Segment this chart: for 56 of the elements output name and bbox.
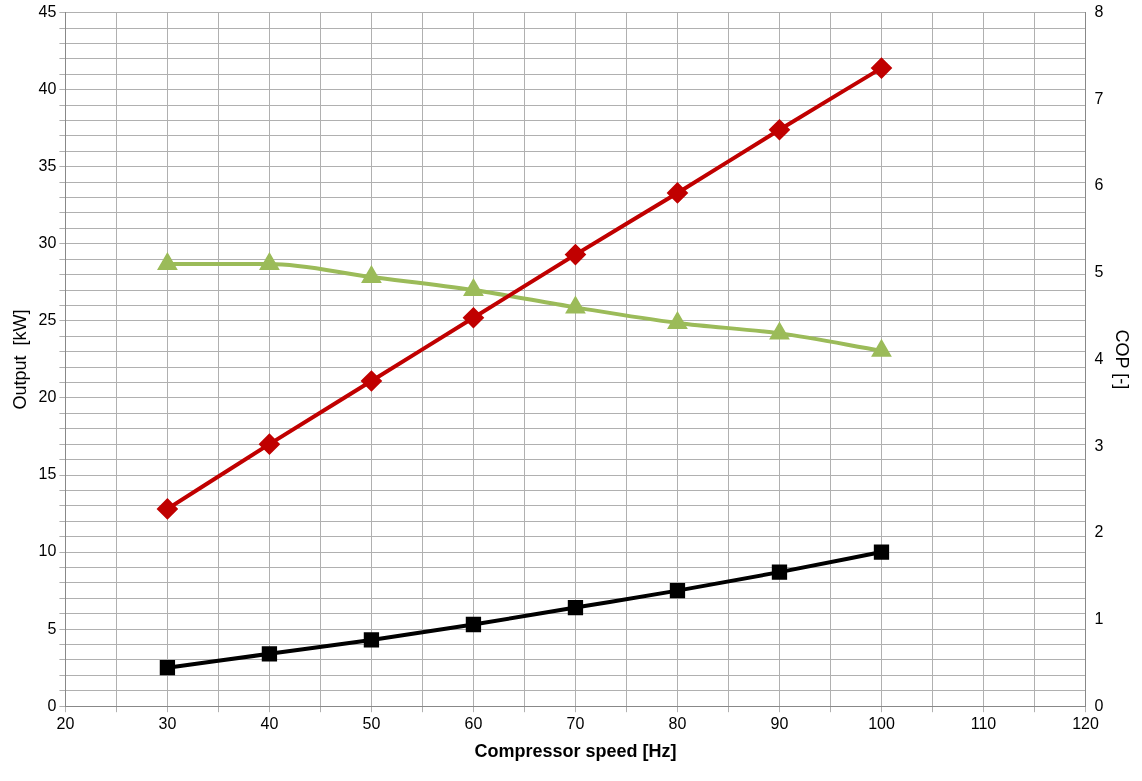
y2-tick-label: 1: [1094, 609, 1104, 627]
point: [770, 323, 789, 340]
x-tick-label: 90: [770, 715, 789, 733]
y2-tick-label: 6: [1094, 176, 1104, 194]
y-tick-label: 45: [38, 3, 57, 21]
point: [565, 244, 586, 265]
y-tick-label: 10: [38, 542, 57, 560]
x-tick-label: 110: [970, 715, 997, 733]
y-tick-label: 35: [38, 157, 57, 175]
y2-axis-title: COP [-]: [1112, 329, 1133, 390]
y2-tick-label: 5: [1094, 263, 1104, 281]
x-tick-label: 40: [260, 715, 279, 733]
point: [362, 267, 381, 284]
x-tick-label: 70: [566, 715, 585, 733]
point: [363, 632, 380, 648]
point: [159, 660, 176, 676]
y2-tick-label: 4: [1094, 349, 1104, 367]
x-tick-label: 100: [868, 715, 895, 733]
y-tick-label: 30: [38, 234, 57, 252]
x-tick-label: 30: [158, 715, 177, 733]
point: [872, 340, 891, 357]
y-axis-title: Output [kW]: [9, 309, 30, 410]
point: [261, 646, 278, 662]
y-tick-label: 0: [47, 696, 57, 714]
point: [361, 370, 382, 391]
point: [464, 280, 483, 297]
point: [260, 254, 279, 271]
point: [157, 498, 178, 519]
y2-tick-label: 3: [1094, 436, 1104, 454]
point: [463, 307, 484, 328]
point: [567, 599, 584, 616]
point: [871, 58, 892, 79]
point: [873, 544, 890, 560]
y-tick-label: 40: [38, 80, 57, 98]
x-tick-label: 50: [362, 715, 381, 733]
x-tick-label: 80: [668, 715, 687, 733]
point: [465, 616, 482, 633]
y-tick-label: 15: [38, 465, 57, 483]
y2-tick-label: 8: [1094, 3, 1104, 21]
y-tick-label: 5: [47, 619, 57, 637]
point: [668, 312, 687, 329]
y-tick-label: 25: [38, 311, 57, 329]
y2-tick-label: 2: [1094, 523, 1104, 541]
point: [669, 582, 686, 599]
y2-tick-label: 0: [1094, 696, 1104, 714]
x-axis-title: Compressor speed [Hz]: [474, 741, 677, 762]
y2-tick-label: 7: [1094, 89, 1104, 107]
x-tick-label: 60: [464, 715, 483, 733]
y-tick-label: 20: [38, 388, 57, 406]
x-tick-label: 120: [1072, 715, 1099, 733]
point: [769, 119, 790, 140]
point: [158, 254, 177, 271]
point: [771, 564, 788, 580]
point: [259, 434, 280, 455]
point: [566, 297, 585, 314]
point: [667, 182, 688, 203]
